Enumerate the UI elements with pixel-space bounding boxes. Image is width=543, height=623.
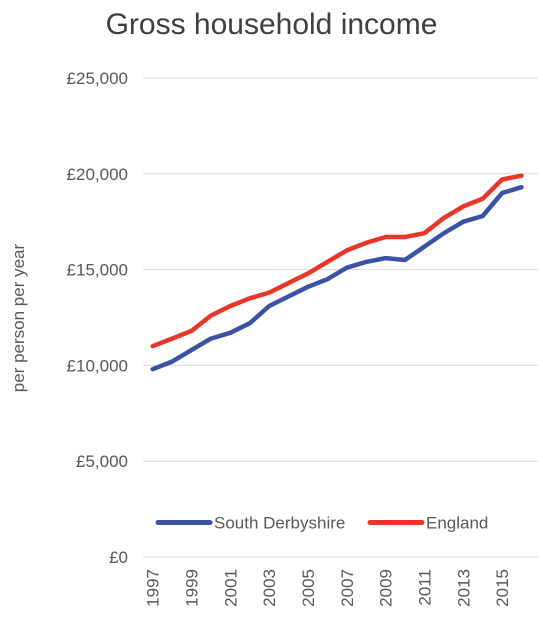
x-tick-label: 1999 <box>183 569 202 607</box>
series-lines <box>150 173 524 372</box>
x-tick-label: 1997 <box>144 569 163 607</box>
legend-label: South Derbyshire <box>214 514 345 533</box>
x-tick-label: 2013 <box>454 569 473 607</box>
series-line-south-derbyshire <box>150 184 524 372</box>
chart-title: Gross household income <box>105 8 438 41</box>
x-tick-label: 2009 <box>377 569 396 607</box>
x-tick-label: 2015 <box>493 569 512 607</box>
y-tick-label: £25,000 <box>67 69 128 88</box>
y-tick-label: £5,000 <box>76 452 128 471</box>
y-axis-ticks: £0 £5,000 £10,000 £15,000 £20,000 £25,000 <box>67 69 128 567</box>
x-tick-label: 2005 <box>299 569 318 607</box>
y-axis-title: per person per year <box>9 243 28 392</box>
x-axis-ticks: 1997 1999 2001 2003 2005 2007 2009 2011 2013 2015 <box>144 569 512 607</box>
y-tick-label: £10,000 <box>67 356 128 375</box>
gridlines <box>143 77 538 558</box>
y-tick-label: £15,000 <box>67 261 128 280</box>
y-tick-label: £20,000 <box>67 165 128 184</box>
series-line-england <box>150 173 524 349</box>
legend: South Derbyshire England <box>155 514 488 533</box>
x-tick-label: 2011 <box>415 569 434 606</box>
x-tick-label: 2007 <box>338 569 357 607</box>
legend-label: England <box>426 514 488 533</box>
x-tick-label: 2001 <box>221 569 240 607</box>
x-tick-label: 2003 <box>260 569 279 607</box>
y-tick-label: £0 <box>109 548 128 567</box>
